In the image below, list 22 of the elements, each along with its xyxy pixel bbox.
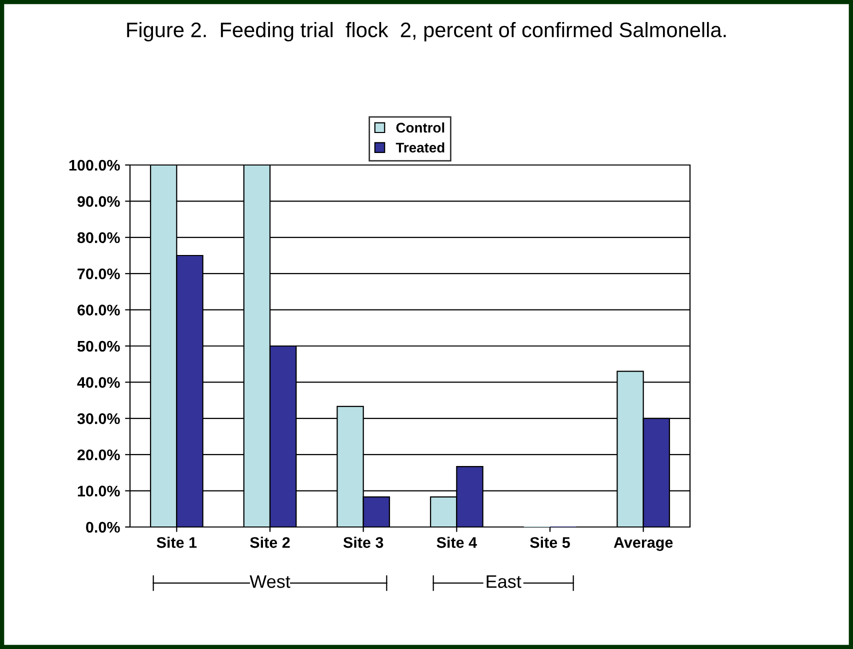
- y-tick-label: 30.0%: [77, 413, 120, 424]
- legend-label: Control: [396, 122, 444, 133]
- y-tick-label: 20.0%: [77, 449, 120, 460]
- y-tick-label: 100.0%: [69, 160, 120, 171]
- y-tick-label: 70.0%: [78, 268, 120, 280]
- y-tick-label: 50.0%: [77, 340, 120, 352]
- y-tick-label: 10.0%: [78, 486, 120, 496]
- text: West: [250, 575, 290, 588]
- text: East: [486, 575, 522, 588]
- x-tick-label: Average: [614, 537, 673, 551]
- y-tick-label: 80.0%: [77, 232, 120, 244]
- legend-label: Treated: [396, 142, 444, 153]
- chart-title: Figure 2. Feeding trial flock 2, percent of confirmed Salmonella.: [127, 22, 726, 42]
- y-tick-label: 0.0%: [86, 522, 120, 533]
- x-tick-label: Site 1: [156, 536, 197, 548]
- x-tick-label: Site 5: [530, 536, 570, 548]
- x-tick-label: Site 2: [250, 536, 290, 548]
- y-tick-label: 90.0%: [77, 196, 120, 207]
- x-tick-label: Site 4: [436, 536, 477, 548]
- y-tick-label: 40.0%: [77, 377, 120, 388]
- x-tick-label: Site 3: [343, 536, 384, 548]
- y-tick-label: 60.0%: [78, 304, 120, 316]
